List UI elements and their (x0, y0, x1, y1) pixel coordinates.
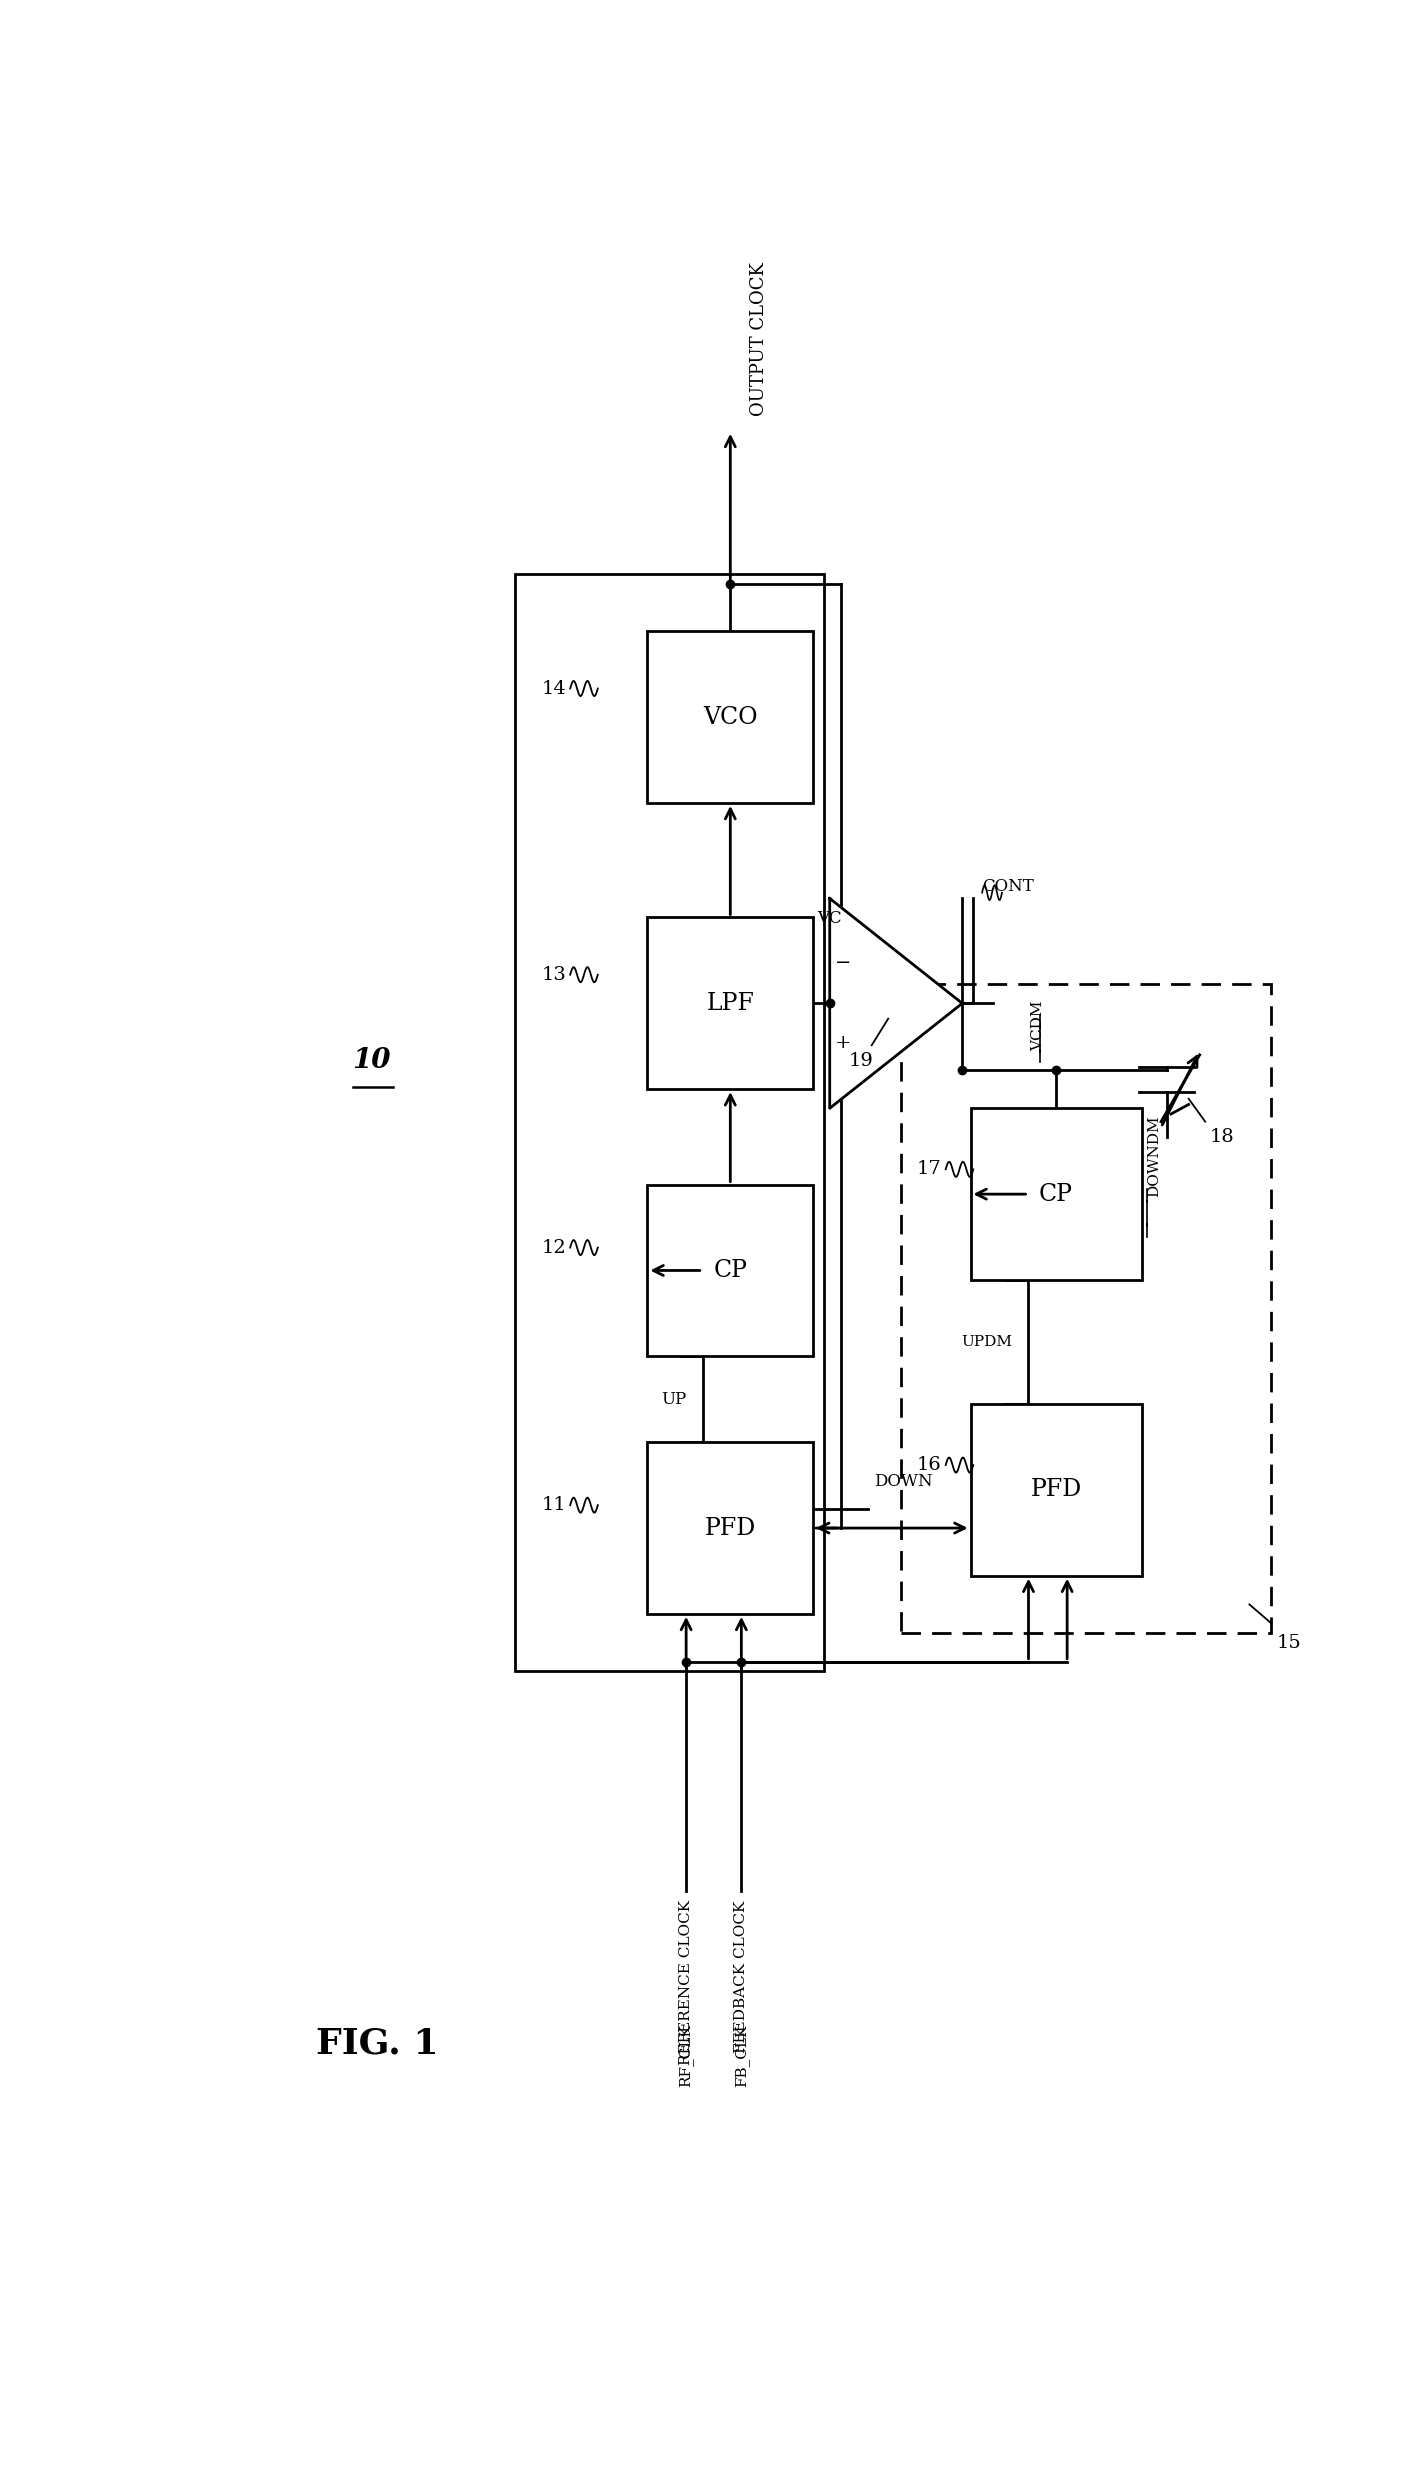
Bar (970, 1405, 1141, 1576)
Text: REFERENCE CLOCK: REFERENCE CLOCK (680, 1901, 693, 2064)
Text: RF_CLK: RF_CLK (678, 2025, 694, 2086)
Text: 16: 16 (916, 1457, 942, 1474)
Bar (647, 917, 814, 1090)
Text: FIG. 1: FIG. 1 (315, 2027, 439, 2059)
Bar (647, 1442, 814, 1613)
Text: DOWN: DOWN (874, 1472, 932, 1489)
Text: VCDM: VCDM (1032, 1001, 1045, 1051)
Text: 13: 13 (542, 966, 566, 984)
Text: 11: 11 (542, 1497, 566, 1514)
Text: CP: CP (1039, 1182, 1073, 1207)
Text: 14: 14 (542, 679, 566, 696)
Text: PFD: PFD (1030, 1479, 1082, 1502)
Text: VC: VC (818, 909, 842, 927)
Text: 19: 19 (848, 1051, 874, 1070)
Text: 15: 15 (1277, 1633, 1301, 1650)
Text: DOWNDM: DOWNDM (1147, 1115, 1161, 1197)
Bar (647, 632, 814, 803)
Text: LPF: LPF (707, 991, 754, 1016)
Text: +: + (835, 1033, 851, 1053)
Text: −: − (835, 954, 851, 971)
Bar (902, 984, 1271, 1633)
Text: CP: CP (714, 1259, 747, 1281)
Polygon shape (829, 900, 962, 1108)
Text: PFD: PFD (705, 1517, 755, 1539)
Text: 18: 18 (1210, 1127, 1234, 1145)
Text: UPDM: UPDM (960, 1336, 1012, 1348)
Bar (647, 1184, 814, 1355)
Text: VCO: VCO (703, 706, 758, 729)
Bar (514, 575, 824, 1670)
Text: 12: 12 (542, 1239, 566, 1256)
Text: 10: 10 (352, 1048, 390, 1073)
Text: OUTPUT CLOCK: OUTPUT CLOCK (750, 263, 768, 416)
Text: CONT: CONT (982, 877, 1035, 895)
Text: 17: 17 (916, 1160, 942, 1180)
Text: FEEDBACK CLOCK: FEEDBACK CLOCK (734, 1901, 748, 2052)
Text: FB_CLK: FB_CLK (734, 2025, 748, 2086)
Bar (970, 1108, 1141, 1281)
Text: UP: UP (661, 1390, 687, 1408)
